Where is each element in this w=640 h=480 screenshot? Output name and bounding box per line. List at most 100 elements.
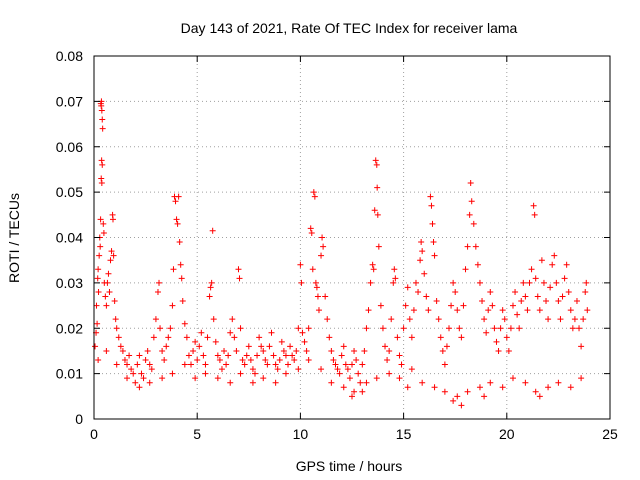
data-point <box>553 279 560 286</box>
data-point <box>291 357 298 364</box>
y-tick-label: 0.03 <box>56 275 83 291</box>
data-point <box>351 347 358 354</box>
data-point <box>450 279 457 286</box>
data-point <box>161 357 168 364</box>
data-point <box>98 107 105 114</box>
data-point <box>386 370 393 377</box>
data-point <box>239 357 246 364</box>
data-point <box>408 334 415 341</box>
data-point <box>270 352 277 359</box>
data-point <box>207 284 214 291</box>
data-point <box>526 279 533 286</box>
data-point <box>580 316 587 323</box>
data-point <box>113 325 120 332</box>
data-point <box>260 347 267 354</box>
data-point <box>555 379 562 386</box>
data-point <box>310 189 317 196</box>
data-point <box>227 329 234 336</box>
data-point <box>218 366 225 373</box>
data-point <box>322 293 329 300</box>
x-tick-label: 10 <box>293 426 309 442</box>
data-point <box>196 343 203 350</box>
data-point <box>142 357 149 364</box>
data-point <box>258 343 265 350</box>
data-point <box>216 357 223 364</box>
data-point <box>115 334 122 341</box>
data-point <box>514 311 521 318</box>
data-point <box>349 393 355 400</box>
data-point <box>557 316 564 323</box>
data-point <box>371 207 378 214</box>
x-tick-label: 0 <box>90 426 98 442</box>
data-point <box>209 227 216 234</box>
y-tick-label: 0.06 <box>56 139 83 155</box>
data-point <box>313 284 320 291</box>
data-point <box>287 343 294 350</box>
data-point <box>386 347 393 354</box>
data-point <box>495 347 502 354</box>
data-point <box>390 279 397 286</box>
data-point <box>177 261 184 268</box>
data-point <box>314 293 321 300</box>
data-point <box>285 361 292 368</box>
data-point <box>565 288 572 295</box>
data-point <box>106 288 113 295</box>
data-point <box>308 229 315 236</box>
data-point <box>408 366 415 373</box>
data-point <box>563 261 570 268</box>
data-point <box>318 252 325 259</box>
data-point <box>485 307 492 314</box>
data-point <box>417 257 424 264</box>
data-point <box>476 384 483 391</box>
data-point <box>262 357 269 364</box>
data-point <box>441 388 448 395</box>
data-point <box>159 375 166 382</box>
data-point <box>545 384 552 391</box>
data-point <box>547 284 554 291</box>
data-point <box>128 366 135 373</box>
data-point <box>454 393 461 400</box>
data-point <box>346 375 353 382</box>
data-point <box>303 347 310 354</box>
data-point <box>361 347 368 354</box>
data-point <box>146 379 153 386</box>
data-point <box>309 266 316 273</box>
data-point <box>340 343 347 350</box>
x-tick-label: 15 <box>396 426 412 442</box>
data-point <box>150 334 157 341</box>
data-point <box>320 243 327 250</box>
data-point <box>181 361 188 368</box>
data-point <box>237 370 244 377</box>
data-point <box>100 220 107 227</box>
data-point <box>96 252 103 259</box>
data-point <box>289 352 296 359</box>
data-point <box>450 397 457 404</box>
data-point <box>173 216 180 223</box>
data-point <box>305 357 312 364</box>
data-point <box>400 325 407 332</box>
data-point <box>119 347 126 354</box>
data-point <box>112 316 119 323</box>
data-point <box>297 261 304 268</box>
data-point <box>298 279 305 286</box>
data-point <box>567 384 574 391</box>
data-point <box>402 302 409 309</box>
data-point <box>179 298 186 305</box>
data-point <box>99 125 106 132</box>
data-point <box>170 266 177 273</box>
y-tick-label: 0.02 <box>56 320 83 336</box>
data-point <box>373 375 380 382</box>
data-point <box>392 275 399 282</box>
data-point <box>377 302 384 309</box>
data-point <box>305 325 312 332</box>
data-point <box>446 325 453 332</box>
data-point <box>136 352 143 359</box>
data-point <box>200 352 207 359</box>
data-point <box>439 347 446 354</box>
data-point <box>176 239 183 246</box>
data-point <box>545 316 552 323</box>
data-point <box>260 375 267 382</box>
data-point <box>497 325 504 332</box>
data-point <box>235 266 242 273</box>
